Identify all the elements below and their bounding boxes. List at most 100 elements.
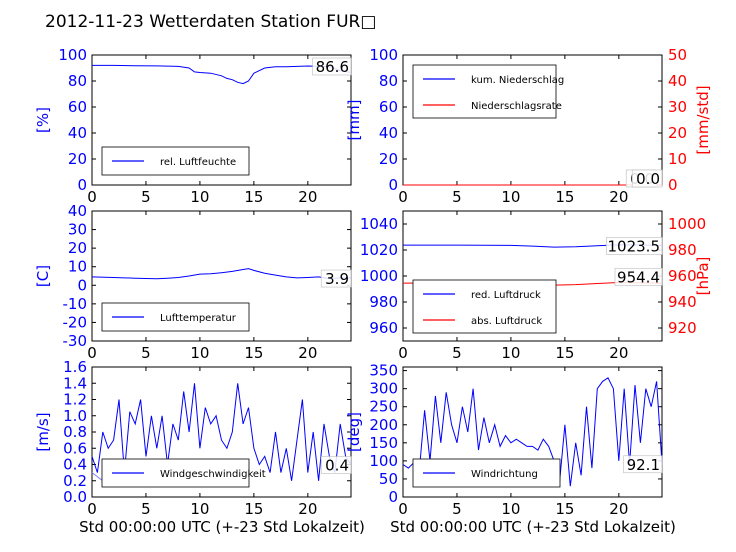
y-tick-label: 40 — [379, 124, 398, 142]
y2-tick-label: 980 — [668, 241, 697, 259]
y-tick-label: 100 — [369, 452, 398, 470]
value-label-2-box — [614, 267, 663, 286]
y-tick-label: 0 — [77, 276, 87, 294]
y-axis-label: [%] — [34, 107, 52, 133]
y-axis-label: [mm] — [345, 100, 363, 141]
x-tick-label: 15 — [244, 344, 263, 362]
chart-temperature: 0 5 10 15 20-30-20-10010203040[C]Lufttempera… — [34, 202, 352, 362]
x-tick-label: 5 — [452, 344, 462, 362]
x-tick-label: 5 — [452, 188, 462, 206]
y-tick-label: 150 — [369, 434, 398, 452]
y2-tick-label: 940 — [668, 293, 697, 311]
chart-precip: 0 5 10 15 20 0 20 40 60 80 100 0 10 20 30 40 50 [mm] [mm/s… — [345, 46, 712, 206]
y-tick-label: 0.4 — [63, 456, 87, 474]
y-tick-label: 60 — [379, 98, 398, 116]
x-axis-label-right: Std 00:00:00 UTC (+-23 Std Lokalzeit) — [390, 518, 676, 536]
y2-tick-label: 40 — [668, 72, 687, 90]
y-tick-label: 350 — [369, 362, 398, 380]
y-tick-label: 1000 — [360, 267, 398, 285]
y-tick-label: 0 — [388, 488, 398, 506]
series-line-1 — [402, 377, 663, 487]
series-line-1 — [91, 268, 352, 280]
x-tick-label: 0 — [398, 188, 408, 206]
y-tick-label: 40 — [68, 124, 87, 142]
x-tick-label: 10 — [190, 500, 209, 518]
x-tick-label: 5 — [452, 500, 462, 518]
y-tick-label: 0 — [77, 176, 87, 194]
x-tick-label: 0 — [87, 344, 97, 362]
y-tick-label: 200 — [369, 416, 398, 434]
y-tick-label: 1.6 — [63, 358, 87, 376]
legend: Lufttemperatur — [101, 302, 250, 332]
y-axis-label: [deg] — [345, 412, 363, 452]
value-label: 1023.5 — [608, 237, 661, 255]
y-tick-label: 250 — [369, 398, 398, 416]
y-tick-label: 80 — [68, 72, 87, 90]
x-tick-label: 5 — [141, 344, 151, 362]
y-tick-label: 1.4 — [63, 374, 87, 392]
x-tick-label: 0 — [398, 500, 408, 518]
y2-tick-label: 920 — [668, 319, 697, 337]
value-label: 0.4 — [325, 457, 349, 475]
value-label: 92.1 — [627, 456, 660, 474]
y-tick-label: 40 — [68, 202, 87, 220]
x-tick-label: 10 — [501, 500, 520, 518]
x-tick-label: 0 — [87, 500, 97, 518]
value-label: 86.6 — [316, 58, 349, 76]
legend-box — [412, 64, 557, 119]
x-tick-label: 5 — [141, 188, 151, 206]
x-tick-label: 15 — [555, 344, 574, 362]
chart-pressure: 0 5 10 15 20 960 980 1000 1020 1040 920 940 960 980 10… — [360, 210, 712, 362]
y-tick-label: -20 — [63, 313, 88, 331]
y-tick-label: 50 — [379, 470, 398, 488]
value-label-2: 954.4 — [617, 268, 660, 286]
legend: rel. Luftfeuchte — [101, 146, 250, 176]
value-label-box — [320, 456, 352, 474]
y-tick-label: 60 — [68, 98, 87, 116]
value-label-box — [312, 57, 352, 76]
series-line-1 — [91, 383, 352, 481]
y-axis-label: [m/s] — [34, 412, 52, 451]
x-tick-label: 0 — [398, 344, 408, 362]
y-axis-label: [C] — [34, 265, 52, 287]
y-tick-label: 30 — [68, 221, 87, 239]
value-label: 3.9 — [325, 270, 349, 288]
y-tick-label: 80 — [379, 72, 398, 90]
legend-box — [412, 279, 557, 334]
legend-label: Lufttemperatur — [160, 313, 237, 324]
legend-label: red. Luftdruck — [471, 290, 541, 301]
x-axis-label-left: Std 00:00:00 UTC (+-23 Std Lokalzeit) — [79, 518, 365, 536]
y-tick-label: 0.0 — [63, 488, 87, 506]
y2-tick-label: 20 — [668, 124, 687, 142]
y-tick-label: 0.2 — [63, 472, 87, 490]
value-label-2: 0.0 — [636, 170, 660, 188]
legend-label: Windrichtung — [471, 469, 538, 480]
x-tick-label: 15 — [244, 500, 263, 518]
x-tick-label: 20 — [609, 344, 628, 362]
value-label-2-box — [631, 169, 663, 188]
y-tick-label: 1040 — [360, 215, 398, 233]
x-tick-label: 20 — [298, 344, 317, 362]
series-line-1 — [92, 64, 352, 85]
y2-tick-label: 30 — [668, 98, 687, 116]
legend: kum. Niederschlag Niederschlagsrate — [412, 64, 564, 119]
legend: red. Luftdruck abs. Luftdruck — [412, 279, 557, 334]
legend-label: rel. Luftfeuchte — [160, 157, 236, 168]
y2-tick-label: 1000 — [668, 215, 706, 233]
y-tick-label: 960 — [369, 319, 398, 337]
x-tick-label: 10 — [501, 344, 520, 362]
y-tick-label: 10 — [68, 258, 87, 276]
x-tick-label: 10 — [190, 188, 209, 206]
y-tick-label: 0 — [388, 176, 398, 194]
y2-axis-label: [mm/std] — [694, 85, 712, 154]
y-tick-label: 100 — [58, 46, 87, 64]
y2-tick-label: 10 — [668, 150, 687, 168]
y-tick-label: 980 — [369, 293, 398, 311]
value-label-box — [320, 269, 352, 288]
y-tick-label: 100 — [369, 46, 398, 64]
y2-axis-label: [hPa] — [694, 257, 712, 296]
x-tick-label: 20 — [609, 500, 628, 518]
y-tick-label: -10 — [63, 295, 88, 313]
